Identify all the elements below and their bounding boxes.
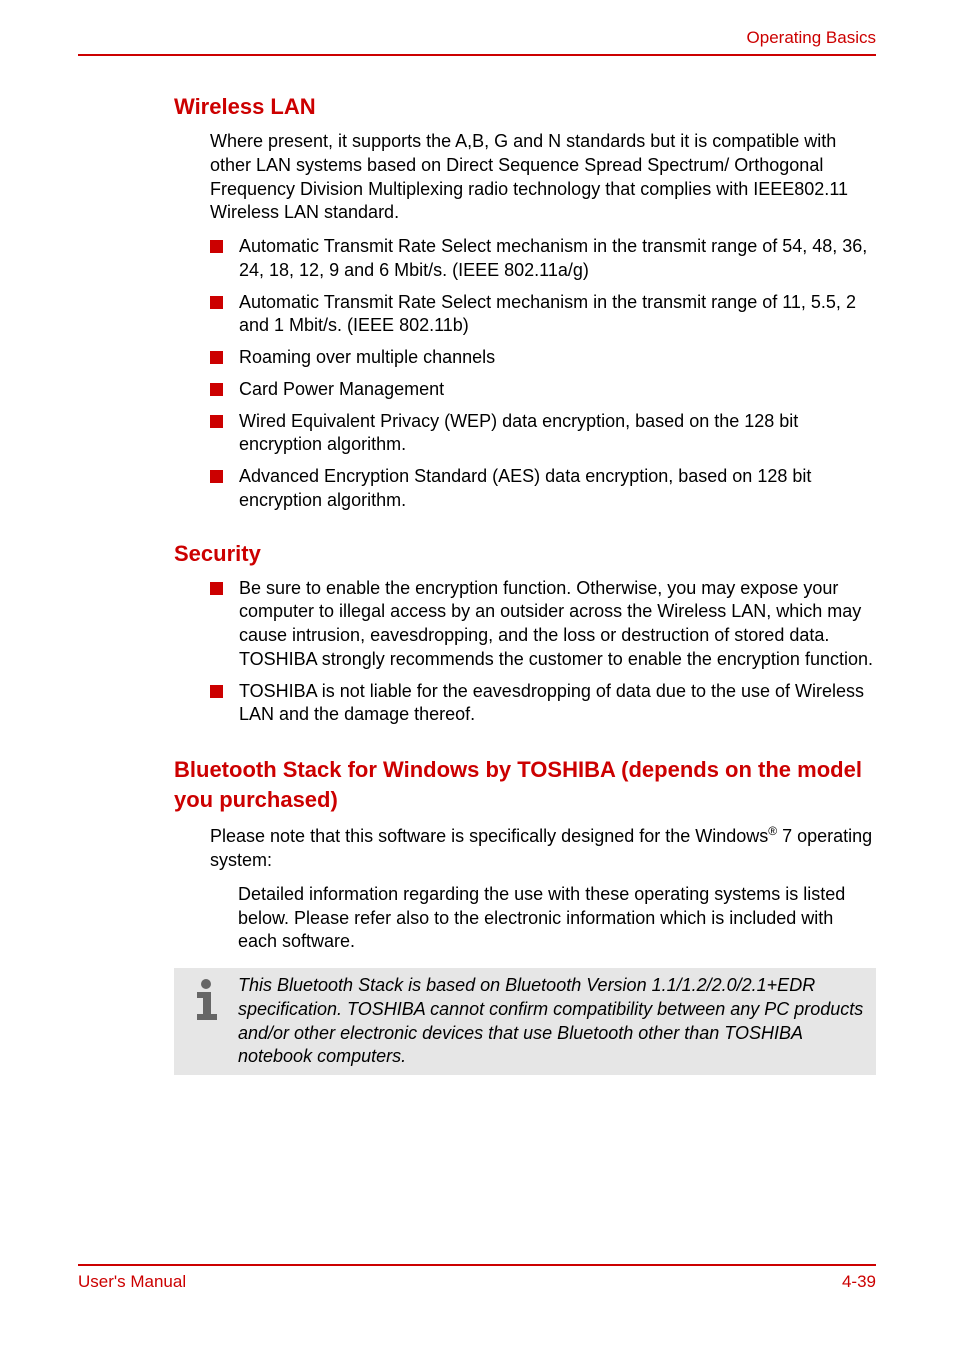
list-item: Automatic Transmit Rate Select mechanism… <box>210 291 876 339</box>
bluetooth-sub-para: Detailed information regarding the use w… <box>238 883 876 954</box>
note-text: This Bluetooth Stack is based on Bluetoo… <box>238 974 866 1069</box>
list-item: TOSHIBA is not liable for the eavesdropp… <box>210 680 876 728</box>
list-item: Roaming over multiple channels <box>210 346 876 370</box>
list-item: Automatic Transmit Rate Select mechanism… <box>210 235 876 283</box>
bullet-square-icon <box>210 383 223 396</box>
footer-left: User's Manual <box>78 1272 186 1292</box>
bullet-text: Automatic Transmit Rate Select mechanism… <box>239 291 876 339</box>
wireless-lan-bullets: Automatic Transmit Rate Select mechanism… <box>210 235 876 513</box>
wireless-lan-intro: Where present, it supports the A,B, G an… <box>210 130 876 225</box>
bluetooth-intro-pre: Please note that this software is specif… <box>210 826 768 846</box>
registered-mark: ® <box>768 824 777 838</box>
note-box: This Bluetooth Stack is based on Bluetoo… <box>174 968 876 1075</box>
bluetooth-intro: Please note that this software is specif… <box>210 824 876 873</box>
bullet-square-icon <box>210 240 223 253</box>
header-divider <box>78 54 876 56</box>
footer-divider <box>78 1264 876 1266</box>
security-bullets: Be sure to enable the encryption functio… <box>210 577 876 728</box>
heading-bluetooth: Bluetooth Stack for Windows by TOSHIBA (… <box>174 755 876 814</box>
list-item: Wired Equivalent Privacy (WEP) data encr… <box>210 410 876 458</box>
bullet-square-icon <box>210 685 223 698</box>
header-section-label: Operating Basics <box>78 28 876 54</box>
bullet-square-icon <box>210 296 223 309</box>
info-icon <box>174 974 238 1020</box>
footer-page-number: 4-39 <box>842 1272 876 1292</box>
footer-row: User's Manual 4-39 <box>78 1272 876 1292</box>
page-container: Operating Basics Wireless LAN Where pres… <box>0 0 954 1352</box>
bullet-text: Wired Equivalent Privacy (WEP) data encr… <box>239 410 876 458</box>
bullet-text: Card Power Management <box>239 378 444 402</box>
heading-wireless-lan: Wireless LAN <box>174 94 876 120</box>
bullet-text: Roaming over multiple channels <box>239 346 495 370</box>
bullet-square-icon <box>210 470 223 483</box>
heading-security: Security <box>174 541 876 567</box>
bullet-text: Advanced Encryption Standard (AES) data … <box>239 465 876 513</box>
bullet-square-icon <box>210 415 223 428</box>
list-item: Be sure to enable the encryption functio… <box>210 577 876 672</box>
bullet-square-icon <box>210 351 223 364</box>
list-item: Card Power Management <box>210 378 876 402</box>
page-footer: User's Manual 4-39 <box>78 1264 876 1292</box>
bullet-text: Be sure to enable the encryption functio… <box>239 577 876 672</box>
bullet-text: TOSHIBA is not liable for the eavesdropp… <box>239 680 876 728</box>
list-item: Advanced Encryption Standard (AES) data … <box>210 465 876 513</box>
bullet-text: Automatic Transmit Rate Select mechanism… <box>239 235 876 283</box>
bullet-square-icon <box>210 582 223 595</box>
